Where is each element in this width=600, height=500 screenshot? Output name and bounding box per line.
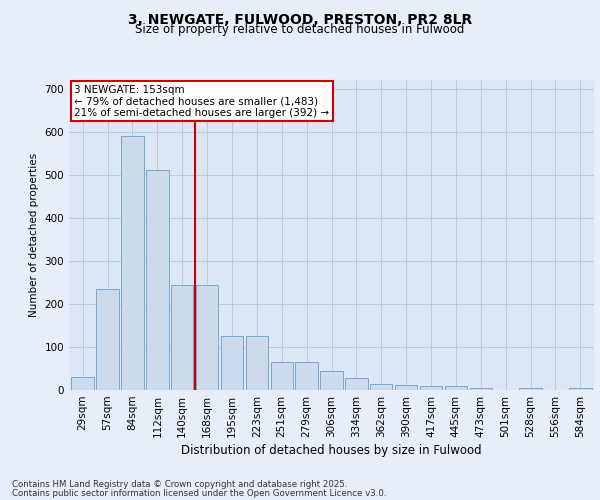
- Y-axis label: Number of detached properties: Number of detached properties: [29, 153, 39, 317]
- Text: Size of property relative to detached houses in Fulwood: Size of property relative to detached ho…: [136, 22, 464, 36]
- Bar: [146, 170, 169, 390]
- Bar: [445, 386, 467, 390]
- Bar: [221, 336, 243, 390]
- Text: 3, NEWGATE, FULWOOD, PRESTON, PR2 8LR: 3, NEWGATE, FULWOOD, PRESTON, PR2 8LR: [128, 12, 472, 26]
- Bar: [320, 370, 343, 390]
- Bar: [395, 385, 418, 390]
- Bar: [420, 386, 442, 390]
- Bar: [71, 377, 94, 390]
- Bar: [520, 388, 542, 390]
- X-axis label: Distribution of detached houses by size in Fulwood: Distribution of detached houses by size …: [181, 444, 482, 457]
- Bar: [295, 362, 318, 390]
- Bar: [271, 362, 293, 390]
- Bar: [345, 378, 368, 390]
- Bar: [370, 384, 392, 390]
- Bar: [97, 289, 119, 390]
- Bar: [569, 388, 592, 390]
- Bar: [121, 136, 143, 390]
- Bar: [470, 388, 492, 390]
- Text: Contains HM Land Registry data © Crown copyright and database right 2025.: Contains HM Land Registry data © Crown c…: [12, 480, 347, 489]
- Bar: [196, 284, 218, 390]
- Text: 3 NEWGATE: 153sqm
← 79% of detached houses are smaller (1,483)
21% of semi-detac: 3 NEWGATE: 153sqm ← 79% of detached hous…: [74, 84, 329, 118]
- Text: Contains public sector information licensed under the Open Government Licence v3: Contains public sector information licen…: [12, 489, 386, 498]
- Bar: [171, 284, 193, 390]
- Bar: [245, 336, 268, 390]
